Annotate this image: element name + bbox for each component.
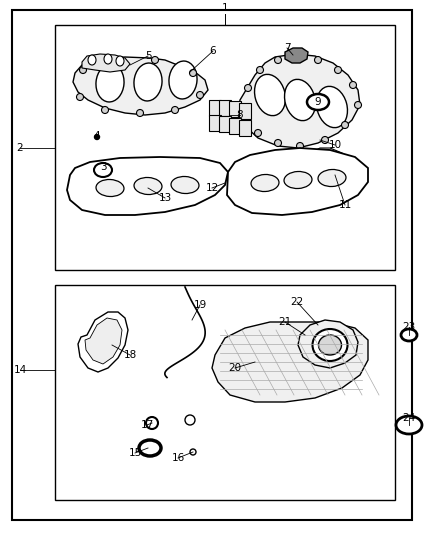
Ellipse shape <box>94 163 112 177</box>
Ellipse shape <box>354 101 361 109</box>
Ellipse shape <box>190 449 196 455</box>
Text: 8: 8 <box>237 110 244 120</box>
Ellipse shape <box>95 134 99 140</box>
Polygon shape <box>209 115 221 131</box>
Polygon shape <box>219 116 231 132</box>
Ellipse shape <box>146 417 158 429</box>
Ellipse shape <box>134 63 162 101</box>
Text: 14: 14 <box>14 365 27 375</box>
Ellipse shape <box>169 61 197 99</box>
Polygon shape <box>297 148 352 188</box>
Text: 21: 21 <box>279 317 292 327</box>
Ellipse shape <box>326 164 333 172</box>
Ellipse shape <box>172 107 179 114</box>
Text: 4: 4 <box>94 131 100 141</box>
Ellipse shape <box>284 172 312 189</box>
Ellipse shape <box>102 107 109 114</box>
Polygon shape <box>229 118 241 134</box>
Polygon shape <box>212 322 368 402</box>
Polygon shape <box>239 120 251 136</box>
Ellipse shape <box>197 92 204 99</box>
Ellipse shape <box>307 94 329 110</box>
Ellipse shape <box>96 64 124 102</box>
Polygon shape <box>219 100 231 116</box>
Text: 23: 23 <box>403 322 416 332</box>
Text: 12: 12 <box>205 183 219 193</box>
Ellipse shape <box>139 440 161 456</box>
Ellipse shape <box>275 140 282 147</box>
Text: 17: 17 <box>140 420 154 430</box>
Ellipse shape <box>396 416 422 434</box>
Ellipse shape <box>185 415 195 425</box>
Ellipse shape <box>190 69 197 77</box>
Ellipse shape <box>335 67 342 74</box>
Ellipse shape <box>244 85 251 92</box>
Polygon shape <box>229 101 241 117</box>
Polygon shape <box>209 100 221 116</box>
Ellipse shape <box>254 130 261 136</box>
Text: 3: 3 <box>100 162 106 172</box>
Text: 13: 13 <box>159 193 172 203</box>
Text: 15: 15 <box>128 448 141 458</box>
Polygon shape <box>298 320 358 368</box>
Text: 2: 2 <box>17 143 23 153</box>
Ellipse shape <box>319 174 326 182</box>
Polygon shape <box>67 157 228 215</box>
Ellipse shape <box>311 158 318 166</box>
Ellipse shape <box>80 67 86 74</box>
Text: 5: 5 <box>145 51 151 61</box>
Ellipse shape <box>171 176 199 193</box>
Ellipse shape <box>116 56 124 66</box>
Text: 19: 19 <box>193 300 207 310</box>
Ellipse shape <box>240 115 247 122</box>
Text: 11: 11 <box>339 200 352 210</box>
Text: 7: 7 <box>284 43 290 53</box>
Bar <box>55 25 395 270</box>
Text: 24: 24 <box>403 413 416 423</box>
Polygon shape <box>85 318 122 364</box>
Ellipse shape <box>312 329 347 361</box>
Text: 22: 22 <box>290 297 304 307</box>
Ellipse shape <box>318 335 342 355</box>
Ellipse shape <box>104 54 112 64</box>
Ellipse shape <box>251 174 279 191</box>
Polygon shape <box>82 54 130 72</box>
Text: 9: 9 <box>314 97 321 107</box>
Ellipse shape <box>297 142 304 149</box>
Ellipse shape <box>134 177 162 195</box>
Text: 18: 18 <box>124 350 137 360</box>
Ellipse shape <box>254 74 286 116</box>
Ellipse shape <box>314 56 321 63</box>
Ellipse shape <box>137 109 144 117</box>
Ellipse shape <box>257 67 264 74</box>
Ellipse shape <box>317 86 347 127</box>
Bar <box>55 285 395 500</box>
Text: 16: 16 <box>171 453 185 463</box>
Text: 1: 1 <box>222 3 228 13</box>
Ellipse shape <box>88 55 96 65</box>
Ellipse shape <box>318 169 346 187</box>
Ellipse shape <box>285 79 315 120</box>
Ellipse shape <box>321 136 328 143</box>
Polygon shape <box>238 54 360 148</box>
Ellipse shape <box>342 122 349 128</box>
Ellipse shape <box>152 56 159 63</box>
Ellipse shape <box>350 82 357 88</box>
Polygon shape <box>227 148 368 215</box>
Polygon shape <box>239 103 251 119</box>
Text: 6: 6 <box>210 46 216 56</box>
Ellipse shape <box>77 93 84 101</box>
Polygon shape <box>73 57 208 115</box>
Ellipse shape <box>401 329 417 341</box>
Ellipse shape <box>275 56 282 63</box>
Ellipse shape <box>294 53 301 61</box>
Text: 10: 10 <box>328 140 342 150</box>
Text: 20: 20 <box>229 363 242 373</box>
Polygon shape <box>285 48 308 63</box>
Ellipse shape <box>117 56 124 63</box>
Polygon shape <box>78 312 128 372</box>
Ellipse shape <box>96 180 124 197</box>
